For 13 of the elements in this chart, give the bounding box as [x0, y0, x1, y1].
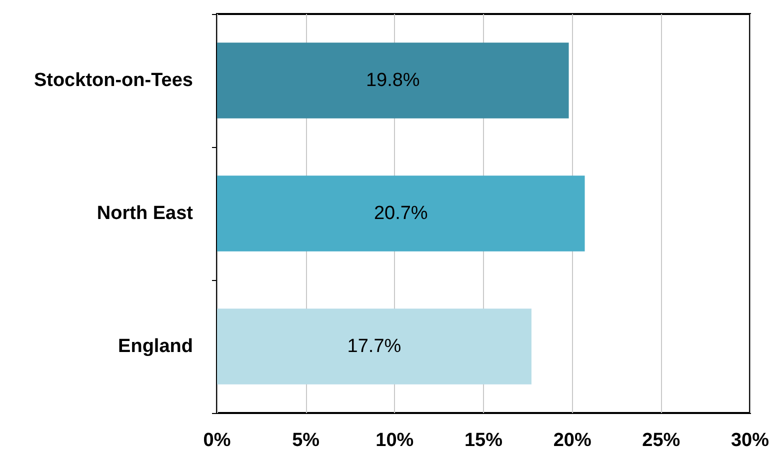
y-tick-label: Stockton-on-Tees [34, 70, 193, 91]
data-label: 17.7% [347, 336, 402, 357]
y-tick-label: England [118, 336, 193, 357]
x-tick-label: 20% [553, 430, 592, 451]
x-tick-label: 10% [376, 430, 414, 451]
x-tick-label: 30% [730, 430, 770, 451]
x-tick-label: 0% [203, 430, 231, 451]
data-label: 20.7% [374, 203, 428, 224]
x-tick-label: 25% [642, 430, 680, 451]
x-tick-label: 5% [292, 430, 320, 451]
y-tick-label: North East [96, 203, 194, 224]
x-tick-label: 15% [464, 430, 503, 451]
data-label: 19.8% [366, 70, 420, 91]
